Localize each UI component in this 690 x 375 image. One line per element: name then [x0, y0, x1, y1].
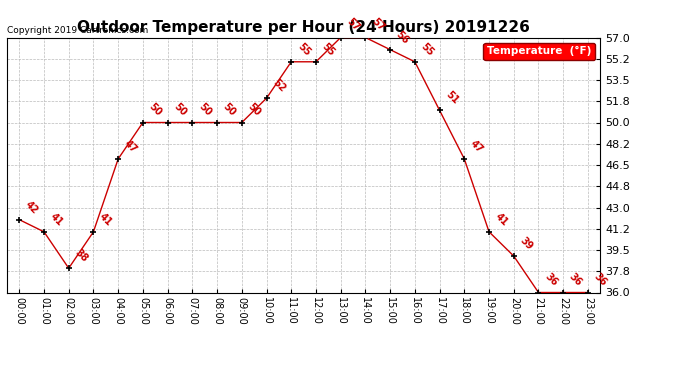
Text: 55: 55	[320, 41, 337, 58]
Text: 36: 36	[592, 272, 609, 288]
Text: Copyright 2019 Cartronics.com: Copyright 2019 Cartronics.com	[7, 26, 148, 35]
Text: 50: 50	[172, 102, 188, 118]
Text: 39: 39	[518, 235, 535, 252]
Text: 52: 52	[270, 77, 287, 94]
Title: Outdoor Temperature per Hour (24 Hours) 20191226: Outdoor Temperature per Hour (24 Hours) …	[77, 20, 530, 35]
Text: 36: 36	[542, 272, 560, 288]
Text: 57: 57	[370, 17, 386, 33]
Text: 56: 56	[394, 29, 411, 45]
Text: 50: 50	[221, 102, 238, 118]
Text: 50: 50	[197, 102, 213, 118]
Legend: Temperature  (°F): Temperature (°F)	[484, 43, 595, 60]
Text: 55: 55	[295, 41, 312, 58]
Text: 41: 41	[48, 211, 65, 228]
Text: 38: 38	[73, 248, 90, 264]
Text: 51: 51	[444, 90, 460, 106]
Text: 47: 47	[122, 138, 139, 155]
Text: 41: 41	[493, 211, 510, 228]
Text: 47: 47	[469, 138, 485, 155]
Text: 57: 57	[345, 17, 362, 33]
Text: 41: 41	[97, 211, 115, 228]
Text: 50: 50	[246, 102, 263, 118]
Text: 50: 50	[147, 102, 164, 118]
Text: 42: 42	[23, 199, 40, 216]
Text: 36: 36	[567, 272, 584, 288]
Text: 55: 55	[419, 41, 435, 58]
